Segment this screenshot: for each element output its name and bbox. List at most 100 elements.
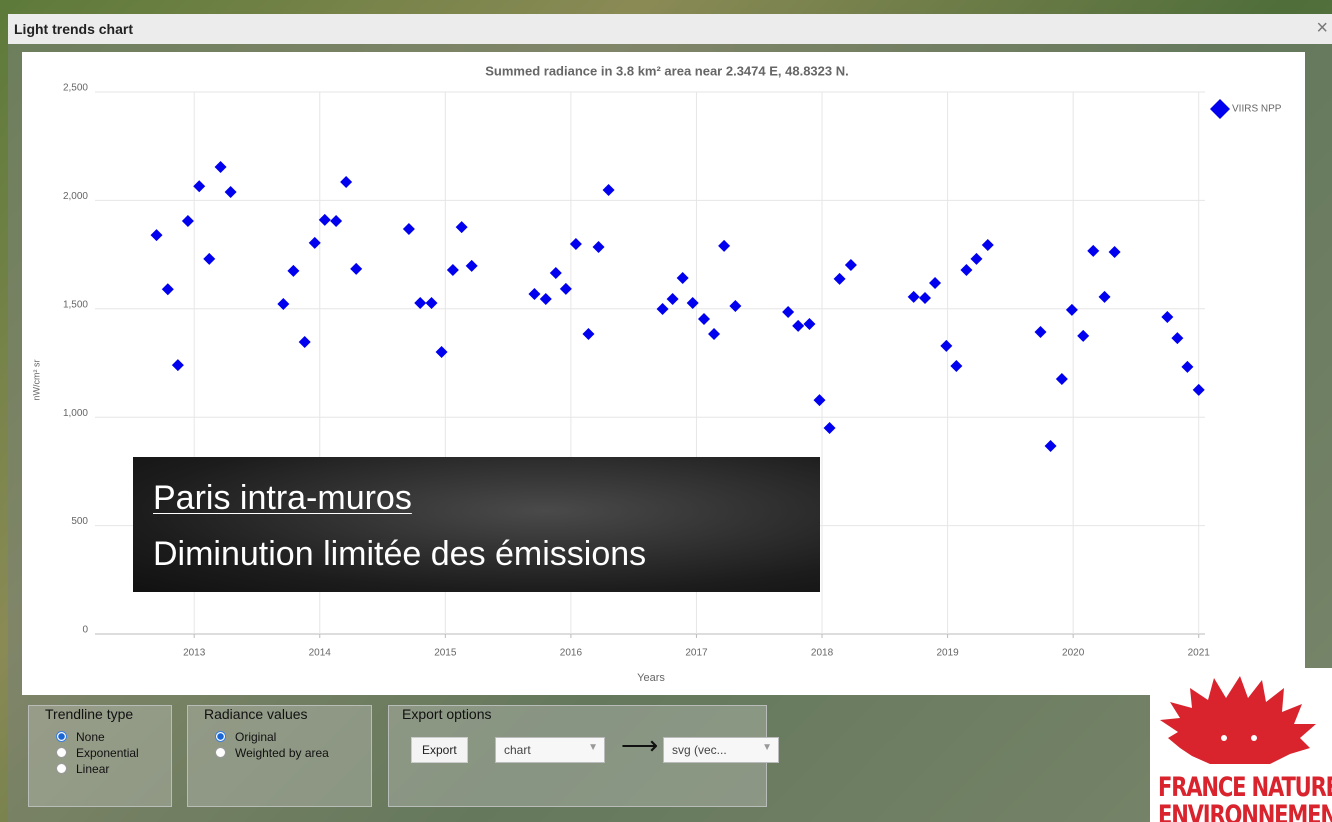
data-point bbox=[287, 265, 299, 277]
data-point bbox=[299, 336, 311, 348]
data-point bbox=[330, 215, 342, 227]
radio-label: Weighted by area bbox=[235, 746, 329, 760]
data-point bbox=[1045, 440, 1057, 452]
data-point bbox=[919, 292, 931, 304]
close-button[interactable]: × bbox=[1316, 17, 1328, 40]
data-point bbox=[350, 263, 362, 275]
data-point bbox=[982, 239, 994, 251]
data-point bbox=[1066, 304, 1078, 316]
data-point bbox=[528, 288, 540, 300]
data-point bbox=[782, 306, 794, 318]
data-point bbox=[1035, 326, 1047, 338]
annotation-title: Paris intra-muros bbox=[153, 479, 412, 518]
data-point bbox=[466, 260, 478, 272]
data-point bbox=[1171, 332, 1183, 344]
panel-label: Trendline type bbox=[45, 706, 133, 722]
data-point bbox=[203, 253, 215, 265]
data-point bbox=[845, 259, 857, 271]
x-axis-label: Years bbox=[637, 672, 665, 684]
data-point bbox=[803, 318, 815, 330]
radio-button[interactable] bbox=[215, 747, 226, 758]
select-value: svg (vec... bbox=[672, 743, 727, 757]
data-point bbox=[182, 215, 194, 227]
select-value: chart bbox=[504, 743, 531, 757]
format-select[interactable]: chart▼ bbox=[495, 737, 605, 763]
radio-option[interactable]: Linear bbox=[56, 762, 109, 776]
radio-option[interactable]: Exponential bbox=[56, 746, 139, 760]
logo-icon bbox=[1150, 668, 1332, 768]
arrow-icon: ⟶ bbox=[621, 730, 658, 761]
x-tick-label: 2021 bbox=[1188, 648, 1211, 659]
data-point bbox=[309, 237, 321, 249]
data-point bbox=[277, 298, 289, 310]
chart-area: Summed radiance in 3.8 km² area near 2.3… bbox=[22, 52, 1305, 695]
data-point bbox=[540, 293, 552, 305]
radio-button[interactable] bbox=[215, 731, 226, 742]
dialog-header: Light trends chart × bbox=[8, 14, 1332, 44]
data-point bbox=[729, 300, 741, 312]
data-point bbox=[172, 359, 184, 371]
data-point bbox=[834, 273, 846, 285]
data-point bbox=[426, 297, 438, 309]
radio-button[interactable] bbox=[56, 747, 67, 758]
data-point bbox=[1109, 246, 1121, 258]
y-tick-label: 1,000 bbox=[63, 408, 88, 419]
radio-label: Linear bbox=[76, 762, 109, 776]
y-tick-label: 1,500 bbox=[63, 299, 88, 310]
export-button[interactable]: Export bbox=[411, 737, 468, 763]
data-point bbox=[319, 214, 331, 226]
radio-option[interactable]: None bbox=[56, 730, 105, 744]
data-point bbox=[814, 394, 826, 406]
data-point bbox=[403, 223, 415, 235]
x-tick-label: 2018 bbox=[811, 648, 834, 659]
radio-button[interactable] bbox=[56, 731, 67, 742]
data-point bbox=[824, 422, 836, 434]
data-point bbox=[215, 161, 227, 173]
legend-marker bbox=[1210, 99, 1230, 119]
data-point bbox=[456, 221, 468, 233]
data-point bbox=[1161, 311, 1173, 323]
logo-text: ENVIRONNEMENT bbox=[1158, 800, 1332, 822]
data-point bbox=[447, 264, 459, 276]
data-point bbox=[677, 272, 689, 284]
chart: Summed radiance in 3.8 km² area near 2.3… bbox=[22, 52, 1305, 695]
annotation-box: Paris intra-muros Diminution limitée des… bbox=[133, 457, 820, 592]
y-tick-label: 2,500 bbox=[63, 83, 88, 94]
y-tick-label: 0 bbox=[82, 625, 88, 636]
data-point bbox=[162, 283, 174, 295]
x-tick-label: 2014 bbox=[309, 648, 332, 659]
x-tick-label: 2016 bbox=[560, 648, 583, 659]
radio-option[interactable]: Weighted by area bbox=[215, 746, 329, 760]
data-point bbox=[1077, 330, 1089, 342]
data-point bbox=[593, 241, 605, 253]
trendline-panel: Trendline type None Exponential Linear bbox=[28, 705, 172, 807]
radio-button[interactable] bbox=[56, 763, 67, 774]
data-point bbox=[970, 253, 982, 265]
data-point bbox=[193, 180, 205, 192]
data-point bbox=[929, 277, 941, 289]
data-point bbox=[667, 293, 679, 305]
data-point bbox=[908, 291, 920, 303]
x-tick-label: 2019 bbox=[936, 648, 959, 659]
data-point bbox=[1056, 373, 1068, 385]
chart-title: Summed radiance in 3.8 km² area near 2.3… bbox=[485, 63, 848, 78]
radio-label: None bbox=[76, 730, 105, 744]
data-point bbox=[792, 320, 804, 332]
data-point bbox=[151, 229, 163, 241]
radio-option[interactable]: Original bbox=[215, 730, 276, 744]
radio-label: Original bbox=[235, 730, 276, 744]
export-panel: Export options Export chart▼ ⟶ svg (vec.… bbox=[388, 705, 767, 807]
data-point bbox=[1181, 361, 1193, 373]
x-tick-label: 2017 bbox=[685, 648, 708, 659]
output-select[interactable]: svg (vec...▼ bbox=[663, 737, 779, 763]
data-point bbox=[950, 360, 962, 372]
data-point bbox=[718, 240, 730, 252]
x-tick-label: 2015 bbox=[434, 648, 457, 659]
data-point bbox=[225, 186, 237, 198]
x-tick-label: 2020 bbox=[1062, 648, 1085, 659]
data-point bbox=[603, 184, 615, 196]
y-tick-label: 500 bbox=[71, 516, 88, 527]
data-point bbox=[560, 283, 572, 295]
panel-label: Export options bbox=[402, 706, 492, 722]
